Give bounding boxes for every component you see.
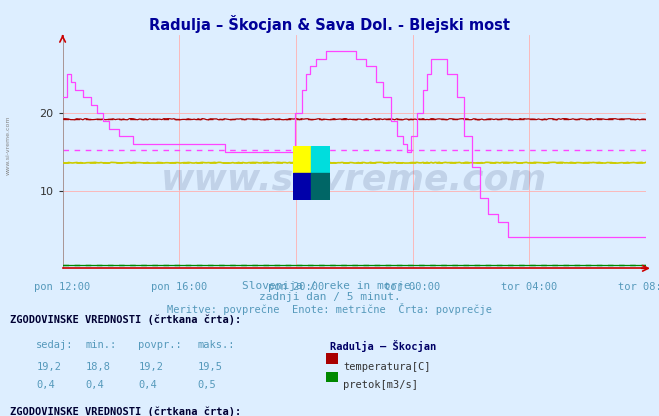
Text: ZGODOVINSKE VREDNOSTI (črtkana črta):: ZGODOVINSKE VREDNOSTI (črtkana črta): (10, 406, 241, 416)
Bar (293, 173, 312, 200)
Text: sedaj:: sedaj: (36, 340, 74, 350)
Text: pon 12:00: pon 12:00 (34, 282, 91, 292)
Text: www.si-vreme.com: www.si-vreme.com (5, 116, 11, 176)
Text: 19,5: 19,5 (198, 362, 223, 372)
Text: 18,8: 18,8 (86, 362, 111, 372)
Text: 0,4: 0,4 (86, 380, 104, 390)
Text: pon 20:00: pon 20:00 (268, 282, 324, 292)
Bar (293, 146, 312, 173)
Text: min.:: min.: (86, 340, 117, 350)
Text: povpr.:: povpr.: (138, 340, 182, 350)
Text: pretok[m3/s]: pretok[m3/s] (343, 380, 418, 390)
Text: temperatura[C]: temperatura[C] (343, 362, 431, 372)
Text: ZGODOVINSKE VREDNOSTI (črtkana črta):: ZGODOVINSKE VREDNOSTI (črtkana črta): (10, 314, 241, 324)
Text: 19,2: 19,2 (36, 362, 61, 372)
Text: Radulja – Škocjan & Sava Dol. - Blejski most: Radulja – Škocjan & Sava Dol. - Blejski … (149, 15, 510, 32)
Bar (312, 173, 330, 200)
Text: Meritve: povprečne  Enote: metrične  Črta: povprečje: Meritve: povprečne Enote: metrične Črta:… (167, 303, 492, 315)
Text: Slovenija / reke in morje.: Slovenija / reke in morje. (242, 281, 417, 291)
Text: 19,2: 19,2 (138, 362, 163, 372)
Text: 0,5: 0,5 (198, 380, 216, 390)
Text: tor 04:00: tor 04:00 (501, 282, 558, 292)
Text: zadnji dan / 5 minut.: zadnji dan / 5 minut. (258, 292, 401, 302)
Text: 0,4: 0,4 (138, 380, 157, 390)
Text: tor 00:00: tor 00:00 (384, 282, 441, 292)
Bar (312, 146, 330, 173)
Text: Radulja – Škocjan: Radulja – Škocjan (330, 340, 436, 352)
Text: pon 16:00: pon 16:00 (151, 282, 208, 292)
Text: maks.:: maks.: (198, 340, 235, 350)
Text: 0,4: 0,4 (36, 380, 55, 390)
Text: tor 08:00: tor 08:00 (617, 282, 659, 292)
Text: www.si-vreme.com: www.si-vreme.com (161, 163, 547, 197)
